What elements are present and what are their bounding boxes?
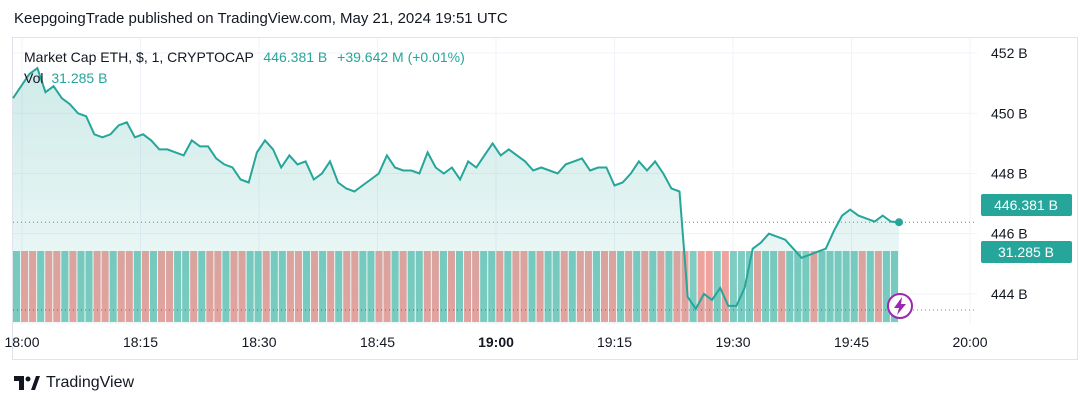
volume-bar	[737, 251, 745, 322]
x-tick-label: 19:45	[834, 334, 869, 350]
x-tick-label: 20:00	[952, 334, 987, 350]
tradingview-logo[interactable]: TradingView	[14, 374, 134, 392]
volume-bar	[729, 251, 737, 322]
svg-text:31.285 B: 31.285 B	[998, 244, 1054, 260]
legend-last: 446.381 B	[263, 49, 328, 65]
last-price-dot	[895, 218, 903, 227]
x-tick-label: 19:30	[715, 334, 750, 350]
x-axis: 18:00 18:15 18:30 18:45 19:00 19:15 19:30 19:45…	[4, 334, 987, 350]
svg-text:446.381 B: 446.381 B	[994, 197, 1058, 213]
volume-bar	[697, 251, 705, 322]
publisher-line: KeepgoingTrade published on TradingView.…	[14, 10, 508, 27]
legend-vol-label[interactable]: Vol	[24, 70, 44, 86]
x-tick-label: 19:15	[597, 334, 632, 350]
x-tick-label: 19:00	[478, 334, 514, 350]
tradingview-icon	[14, 376, 40, 390]
price-area	[13, 68, 899, 324]
volume-bar	[721, 251, 729, 322]
volume-bar	[713, 251, 721, 322]
price-badge: 446.381 B	[981, 194, 1072, 216]
volume-bar	[705, 251, 713, 322]
y-tick-label: 452 B	[991, 45, 1028, 61]
brand-name: TradingView	[46, 374, 135, 391]
legend-symbol[interactable]: Market Cap ETH, $, 1, CRYPTOCAP	[24, 49, 254, 65]
volume-badge: 31.285 B	[981, 241, 1072, 263]
x-tick-label: 18:00	[4, 334, 39, 350]
x-tick-label: 18:15	[123, 334, 158, 350]
x-tick-label: 18:45	[360, 334, 395, 350]
y-tick-label: 448 B	[991, 165, 1028, 181]
legend-change: +39.642 M (+0.01%)	[337, 49, 465, 65]
x-tick-label: 18:30	[241, 334, 276, 350]
flash-icon[interactable]	[887, 293, 913, 319]
volume-bar	[689, 251, 697, 322]
legend-vol-value: 31.285 B	[51, 70, 108, 86]
chart-legend: Market Cap ETH, $, 1, CRYPTOCAP 446.381 …	[24, 48, 465, 86]
y-tick-label: 450 B	[991, 105, 1028, 121]
y-tick-label: 446 B	[991, 226, 1028, 242]
y-tick-label: 444 B	[991, 286, 1028, 302]
chart-frame	[12, 37, 1078, 360]
y-axis: 452 B 450 B 448 B 446 B 444 B	[991, 45, 1028, 302]
price-line	[12, 66, 900, 311]
